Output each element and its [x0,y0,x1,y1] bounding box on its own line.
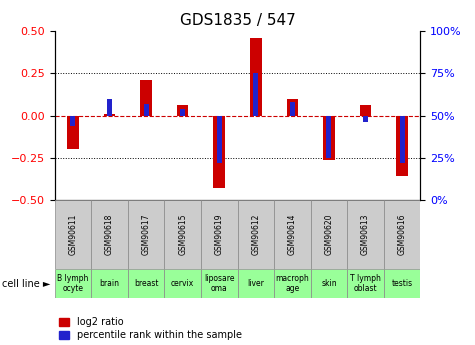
Text: GSM90614: GSM90614 [288,214,297,255]
Bar [311,269,347,298]
Text: GSM90619: GSM90619 [215,214,224,255]
Bar [128,269,164,298]
Bar [128,200,164,269]
Bar [311,200,347,269]
Text: testis: testis [391,279,413,288]
Bar [164,269,201,298]
Title: GDS1835 / 547: GDS1835 / 547 [180,13,295,29]
Bar [326,116,332,158]
Bar [274,269,311,298]
Text: macroph
age: macroph age [276,274,309,294]
Text: cell line ►: cell line ► [1,279,50,289]
Bar [347,269,384,298]
Text: breast: breast [134,279,158,288]
Bar [347,200,384,269]
Bar [323,116,335,159]
Bar [396,116,408,176]
Bar [177,106,189,116]
Text: GSM90615: GSM90615 [178,214,187,255]
Bar [164,200,201,269]
Bar [104,114,115,116]
Bar [91,200,128,269]
Text: GSM90617: GSM90617 [142,214,151,255]
Text: liver: liver [247,279,264,288]
Bar [201,269,238,298]
Bar [238,200,274,269]
Text: GSM90620: GSM90620 [324,214,333,255]
Text: GSM90618: GSM90618 [105,214,114,255]
Bar [238,269,274,298]
Bar [70,116,76,126]
Bar [143,104,149,116]
Text: brain: brain [99,279,120,288]
Bar [140,80,152,116]
Bar [217,116,222,163]
Bar [213,116,225,188]
Text: cervix: cervix [171,279,194,288]
Text: GSM90616: GSM90616 [398,214,407,255]
Bar [250,38,262,116]
Bar [91,269,128,298]
Bar [384,200,420,269]
Text: liposare
oma: liposare oma [204,274,235,294]
Bar [363,116,368,122]
Text: B lymph
ocyte: B lymph ocyte [57,274,89,294]
Bar [107,99,112,116]
Bar [55,269,91,298]
Bar [286,99,298,116]
Text: GSM90612: GSM90612 [251,214,260,255]
Legend: log2 ratio, percentile rank within the sample: log2 ratio, percentile rank within the s… [59,317,242,340]
Bar [274,200,311,269]
Text: skin: skin [321,279,337,288]
Bar [55,200,91,269]
Bar [67,116,79,149]
Bar [290,102,295,116]
Text: T lymph
oblast: T lymph oblast [350,274,381,294]
Bar [360,106,371,116]
Text: GSM90611: GSM90611 [68,214,77,255]
Bar [384,269,420,298]
Bar [180,109,185,116]
Bar [201,200,238,269]
Text: GSM90613: GSM90613 [361,214,370,255]
Bar [253,73,258,116]
Bar [399,116,405,163]
